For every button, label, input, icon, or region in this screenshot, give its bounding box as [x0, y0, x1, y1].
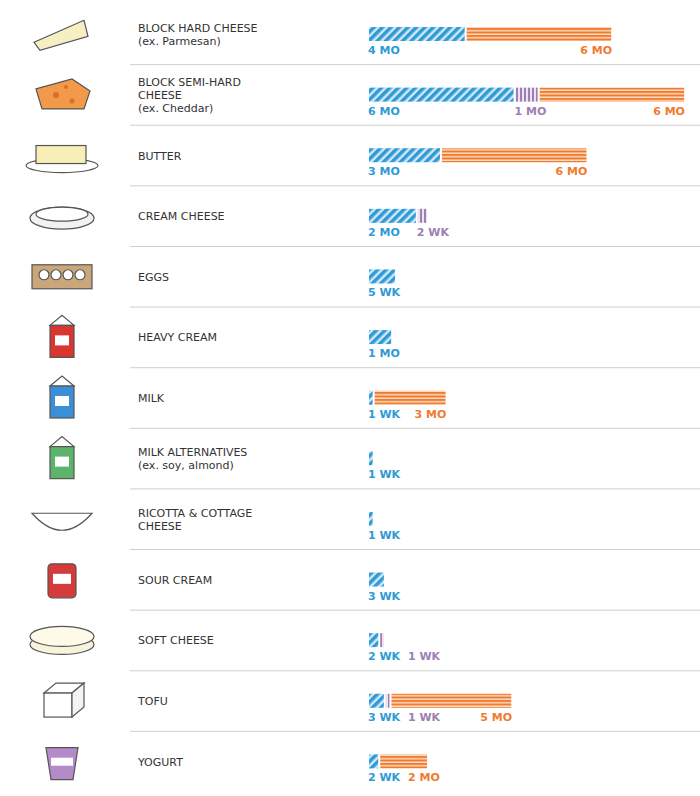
svg-text:SOFT CHEESE: SOFT CHEESE	[138, 634, 214, 647]
svg-text:2 WK: 2 WK	[417, 226, 450, 239]
svg-text:1 WK: 1 WK	[368, 529, 401, 542]
svg-text:BLOCK HARD CHEESE: BLOCK HARD CHEESE	[138, 22, 258, 35]
svg-text:(ex. Cheddar): (ex. Cheddar)	[138, 102, 213, 115]
svg-text:CREAM CHEESE: CREAM CHEESE	[138, 210, 225, 223]
svg-text:SOUR CREAM: SOUR CREAM	[138, 574, 212, 587]
svg-text:1 MO: 1 MO	[515, 105, 547, 118]
svg-text:2 MO: 2 MO	[408, 771, 440, 784]
svg-text:6 MO: 6 MO	[368, 105, 400, 118]
svg-text:1 WK: 1 WK	[368, 408, 401, 421]
svg-text:MILK: MILK	[138, 392, 165, 405]
svg-text:2 MO: 2 MO	[368, 226, 400, 239]
svg-text:3 MO: 3 MO	[368, 165, 400, 178]
svg-text:2 WK: 2 WK	[368, 771, 401, 784]
svg-text:RICOTTA & COTTAGE: RICOTTA & COTTAGE	[138, 507, 252, 520]
svg-text:BUTTER: BUTTER	[138, 150, 182, 163]
svg-text:6 MO: 6 MO	[556, 165, 588, 178]
svg-text:4 MO: 4 MO	[368, 44, 400, 57]
svg-text:(ex. Parmesan): (ex. Parmesan)	[138, 35, 221, 48]
svg-text:MILK ALTERNATIVES: MILK ALTERNATIVES	[138, 446, 247, 459]
svg-text:6 MO: 6 MO	[653, 105, 685, 118]
svg-text:(ex. soy, almond): (ex. soy, almond)	[138, 459, 234, 472]
svg-text:3 MO: 3 MO	[415, 408, 447, 421]
svg-text:1 WK: 1 WK	[408, 711, 441, 724]
svg-text:TOFU: TOFU	[137, 695, 168, 708]
svg-text:5 MO: 5 MO	[480, 711, 512, 724]
svg-text:5 WK: 5 WK	[368, 286, 401, 299]
svg-text:EGGS: EGGS	[138, 271, 169, 284]
svg-text:CHEESE: CHEESE	[138, 89, 182, 102]
svg-text:BLOCK SEMI-HARD: BLOCK SEMI-HARD	[138, 76, 241, 89]
svg-text:YOGURT: YOGURT	[137, 756, 183, 769]
svg-text:HEAVY CREAM: HEAVY CREAM	[138, 331, 217, 344]
svg-text:1 MO: 1 MO	[368, 347, 400, 360]
svg-text:CHEESE: CHEESE	[138, 520, 182, 533]
svg-text:3 WK: 3 WK	[368, 711, 401, 724]
svg-text:1 WK: 1 WK	[368, 468, 401, 481]
svg-text:3 WK: 3 WK	[368, 590, 401, 603]
svg-text:1 WK: 1 WK	[408, 650, 441, 663]
svg-text:2 WK: 2 WK	[368, 650, 401, 663]
svg-text:6 MO: 6 MO	[580, 44, 612, 57]
